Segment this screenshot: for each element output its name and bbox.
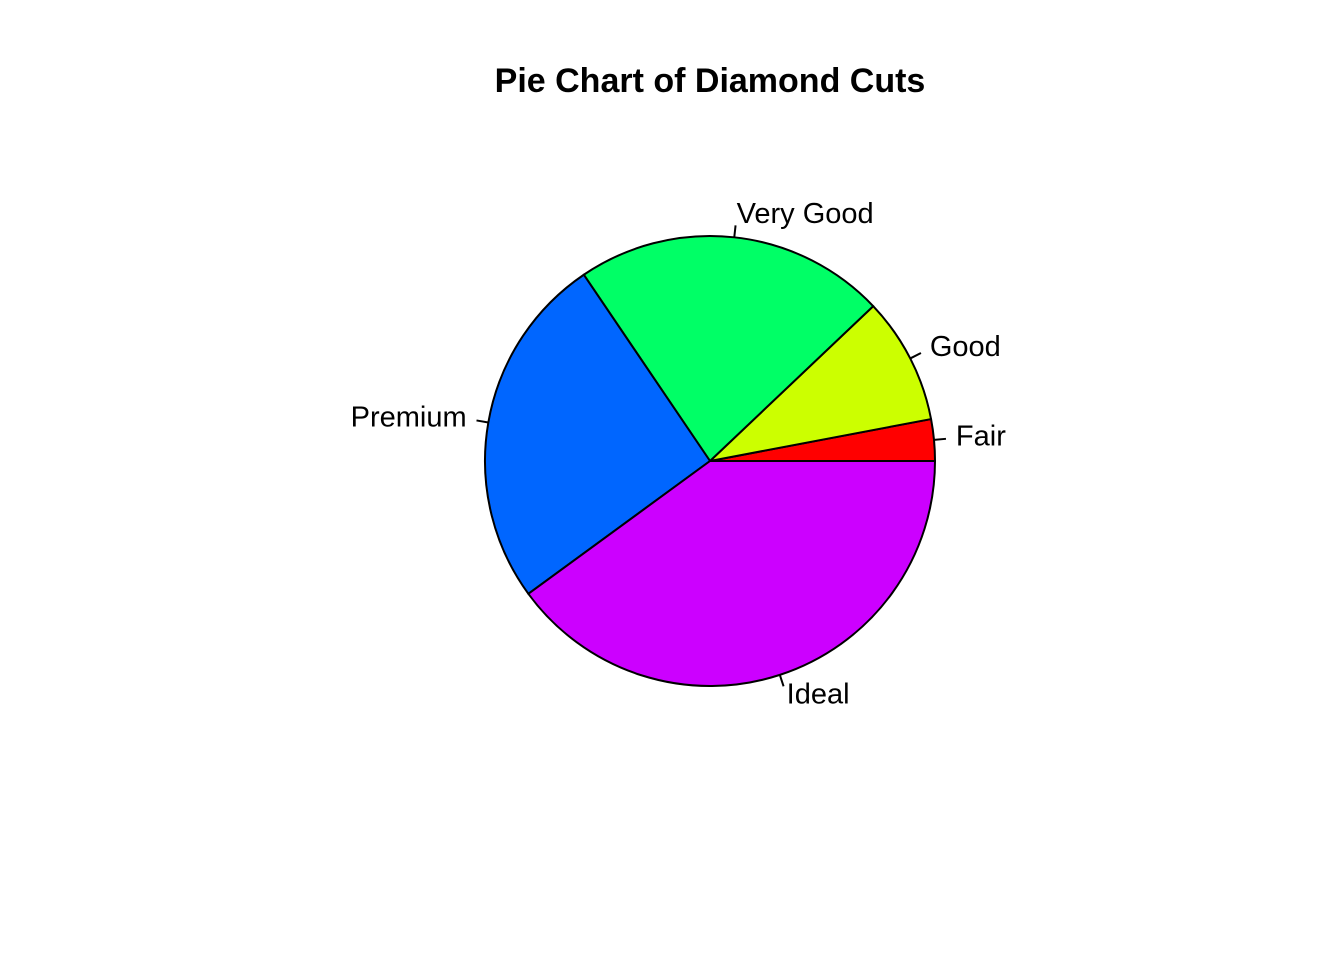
pie-slice-good bbox=[709, 305, 933, 462]
slice-label-very-good: Very Good bbox=[737, 198, 874, 230]
chart-title: Pie Chart of Diamond Cuts bbox=[495, 62, 926, 100]
leader-line-good bbox=[909, 352, 922, 360]
leader-line-ideal bbox=[778, 674, 785, 687]
leader-line-very-good bbox=[733, 225, 737, 238]
pie-leader-lines bbox=[476, 225, 947, 687]
pie-slice-very-good bbox=[582, 235, 875, 462]
leader-line-fair bbox=[933, 437, 947, 441]
pie-slice-premium bbox=[484, 273, 711, 595]
slice-label-ideal: Ideal bbox=[787, 678, 850, 710]
leader-line-premium bbox=[476, 419, 489, 424]
slice-label-premium: Premium bbox=[351, 401, 467, 433]
pie-slice-ideal bbox=[527, 460, 936, 687]
slice-label-good: Good bbox=[930, 331, 1001, 363]
pie-slices bbox=[484, 235, 936, 687]
slice-label-fair: Fair bbox=[956, 421, 1006, 453]
pie-slice-labels: Fair Good Very Good Premium Ideal bbox=[351, 198, 1007, 710]
